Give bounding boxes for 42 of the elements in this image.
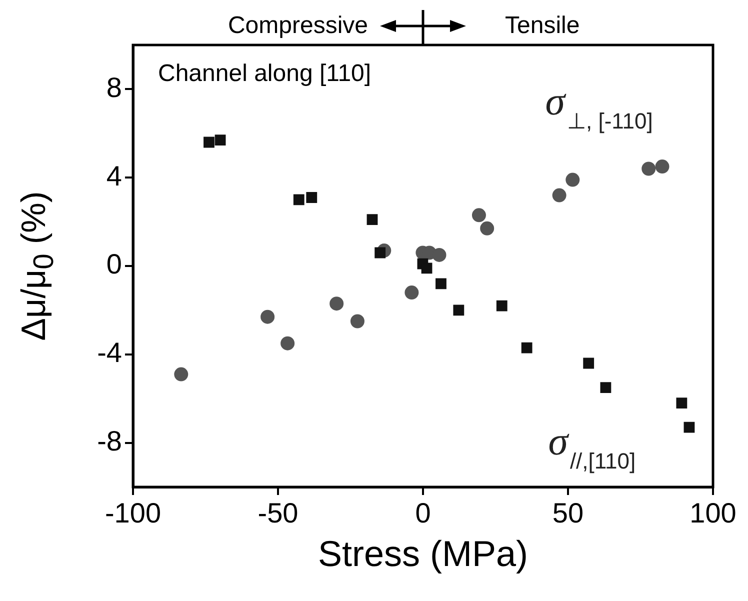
point xyxy=(684,422,695,433)
x-tick-label: 0 xyxy=(415,498,431,529)
point xyxy=(566,172,580,187)
point xyxy=(655,160,670,174)
point xyxy=(421,262,432,274)
point xyxy=(600,382,612,393)
annotation: Channel along [110] xyxy=(158,60,372,88)
point xyxy=(436,278,446,290)
text: Compressive xyxy=(228,12,368,40)
point xyxy=(676,398,688,408)
point xyxy=(453,304,464,316)
x-tick-label: 100 xyxy=(690,498,736,529)
point xyxy=(432,248,446,262)
point xyxy=(552,188,566,202)
point xyxy=(480,221,494,236)
point xyxy=(214,134,226,146)
y-tick-label: 0 xyxy=(106,248,122,280)
point xyxy=(350,314,364,328)
point xyxy=(472,208,486,222)
point xyxy=(204,136,214,148)
point xyxy=(174,367,188,382)
y-tick-label: 8 xyxy=(106,72,122,103)
point xyxy=(293,194,304,206)
y-tick-label: 4 xyxy=(106,160,122,192)
y-tick-label: -4 xyxy=(97,337,122,368)
point xyxy=(642,162,656,176)
point xyxy=(330,296,344,311)
point xyxy=(521,342,532,354)
point xyxy=(280,336,295,350)
point xyxy=(404,286,419,300)
point xyxy=(583,358,594,369)
point xyxy=(260,310,275,324)
y-tick-label: -8 xyxy=(97,426,122,457)
text: Tensile xyxy=(505,12,580,40)
point xyxy=(366,214,378,226)
point xyxy=(374,247,386,258)
x-tick-label: 50 xyxy=(552,498,584,529)
point xyxy=(306,192,318,203)
x-axis-title: Stress (MPa) xyxy=(316,533,530,575)
x-tick-label: -50 xyxy=(258,498,298,529)
x-tick-label: -100 xyxy=(104,498,162,529)
point xyxy=(496,300,508,312)
